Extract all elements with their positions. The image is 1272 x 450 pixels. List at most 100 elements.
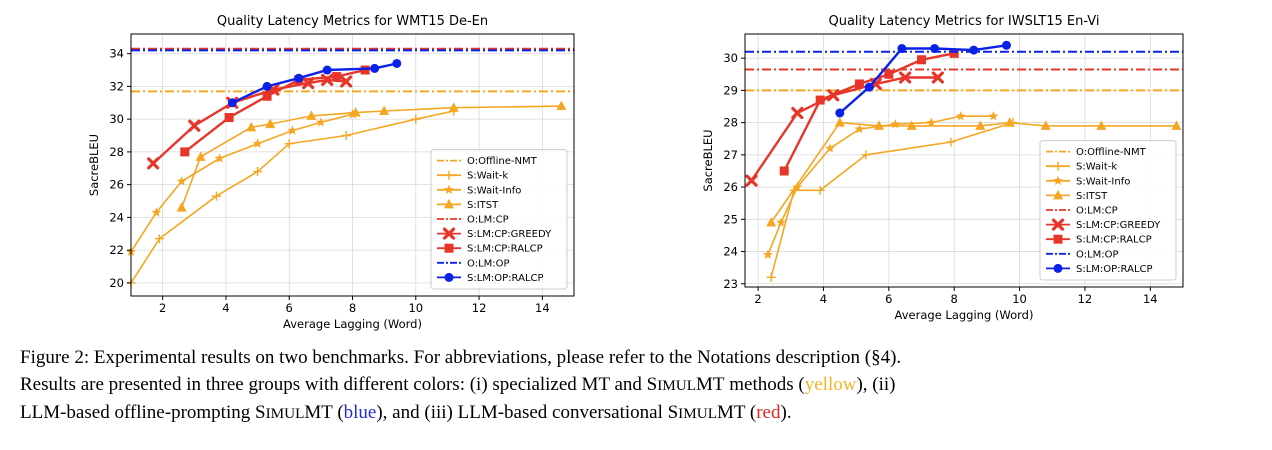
- data-point: [350, 107, 361, 117]
- legend-label: S:LM:CP:GREEDY: [467, 229, 552, 240]
- data-point: [195, 151, 206, 161]
- data-point: [1004, 117, 1015, 127]
- data-point: [392, 58, 402, 68]
- series-s-wait-info: [762, 110, 999, 259]
- y-tick-label: 20: [109, 276, 124, 290]
- y-tick-label: 28: [109, 145, 124, 159]
- legend-entry: S:LM:CP:GREEDY: [437, 227, 552, 240]
- legend-entry: O:Offline-NMT: [1046, 147, 1147, 158]
- legend-label: S:Wait-k: [467, 171, 508, 182]
- data-point: [926, 117, 937, 127]
- y-axis-label: SacreBLEU: [87, 134, 101, 196]
- data-point: [1171, 120, 1182, 130]
- y-tick-label: 24: [723, 245, 738, 259]
- caption-blue-word: blue: [343, 402, 377, 423]
- data-point: [188, 119, 201, 132]
- data-point: [154, 234, 164, 244]
- x-tick-label: 2: [754, 292, 761, 306]
- data-point: [931, 71, 944, 84]
- legend-marker: [1051, 218, 1065, 231]
- data-point: [360, 65, 370, 75]
- data-point: [262, 81, 272, 91]
- series-s-itst: [176, 100, 567, 212]
- caption-line-3-b: (: [332, 402, 344, 423]
- legend: O:Offline-NMT S:Wait-k S:Wait-Info S:ITST O:…: [430, 149, 568, 290]
- data-point: [214, 153, 225, 163]
- series-line: [130, 113, 353, 253]
- data-point: [762, 249, 773, 259]
- data-point: [792, 181, 803, 192]
- y-tick-label: 27: [723, 148, 738, 162]
- x-tick-label: 10: [1012, 292, 1027, 306]
- series-s-lm-op-ralcp: [227, 58, 402, 108]
- data-point: [825, 143, 835, 153]
- legend-entry: O:LM:CP: [1046, 206, 1118, 217]
- data-point: [411, 114, 421, 124]
- caption-line-2-c: ), (ii): [856, 374, 896, 395]
- data-point: [370, 63, 380, 73]
- x-tick-label: 14: [1143, 292, 1158, 306]
- legend-label: O:LM:CP: [1076, 206, 1118, 217]
- legend-label: S:LM:CP:RALCP: [467, 244, 543, 255]
- data-point: [815, 185, 825, 195]
- series-s-lm-cp-ralcp: [180, 65, 370, 157]
- x-tick-label: 8: [951, 292, 958, 306]
- series-s-wait-k: [126, 106, 459, 288]
- chart-title: Quality Latency Metrics for WMT15 De-En: [217, 14, 488, 29]
- legend-label: S:LM:CP:GREEDY: [1076, 220, 1161, 231]
- caption-line-3-d: (: [745, 402, 757, 423]
- series-line: [750, 76, 938, 182]
- y-tick-label: 25: [723, 212, 738, 226]
- x-tick-label: 14: [535, 301, 550, 315]
- legend-label: S:Wait-k: [1076, 162, 1117, 173]
- legend-label: S:LM:OP:RALCP: [1076, 264, 1153, 275]
- series-s-lm-cp-greedy: [745, 71, 944, 187]
- legend-entry: S:LM:CP:RALCP: [1046, 234, 1152, 246]
- x-tick-label: 2: [159, 301, 166, 315]
- data-point: [745, 174, 758, 187]
- y-tick-label: 28: [723, 116, 738, 130]
- legend-entry: O:Offline-NMT: [437, 156, 538, 167]
- caption-yellow-word: yellow: [804, 374, 857, 395]
- data-point: [147, 157, 160, 170]
- legend-marker: [444, 272, 454, 282]
- data-point: [306, 110, 317, 120]
- data-point: [1040, 120, 1051, 130]
- legend-box: [430, 149, 568, 290]
- x-axis-label: Average Lagging (Word): [283, 317, 422, 331]
- data-point: [854, 79, 864, 89]
- data-point: [854, 123, 865, 134]
- y-tick-label: 32: [109, 79, 124, 93]
- legend-label: O:Offline-NMT: [1076, 147, 1147, 158]
- y-tick-label: 30: [723, 51, 738, 65]
- legend-entry: S:Wait-k: [1046, 162, 1117, 173]
- data-point: [779, 166, 789, 176]
- legend-marker: [1053, 263, 1063, 273]
- caption-line-2-b: methods (: [724, 374, 805, 395]
- data-point: [294, 73, 304, 83]
- data-point: [180, 147, 190, 157]
- data-point: [176, 176, 187, 186]
- legend-box: [1039, 140, 1177, 281]
- legend: O:Offline-NMT S:Wait-k S:Wait-Info S:ITST O:…: [1039, 140, 1177, 281]
- caption-line-3-a: LLM-based offline-prompting: [20, 402, 255, 423]
- caption-figure-label: Figure 2:: [20, 347, 90, 368]
- caption-red-word: red: [756, 402, 781, 423]
- legend-entry: O:LM:OP: [1046, 249, 1119, 260]
- series-line: [783, 52, 955, 172]
- data-point: [906, 120, 917, 130]
- x-tick-label: 4: [820, 292, 827, 306]
- y-tick-label: 26: [723, 180, 738, 194]
- legend-marker: [444, 170, 454, 180]
- y-tick-label: 30: [109, 112, 124, 126]
- y-tick-label: 34: [109, 47, 124, 61]
- data-point: [884, 69, 894, 79]
- data-point: [265, 118, 276, 129]
- legend-label: S:LM:OP:RALCP: [467, 273, 544, 284]
- x-tick-label: 8: [349, 301, 356, 315]
- legend-label: O:LM:CP: [467, 215, 509, 226]
- legend-marker: [1053, 189, 1063, 200]
- chart-title: Quality Latency Metrics for IWSLT15 En-V…: [828, 14, 1099, 29]
